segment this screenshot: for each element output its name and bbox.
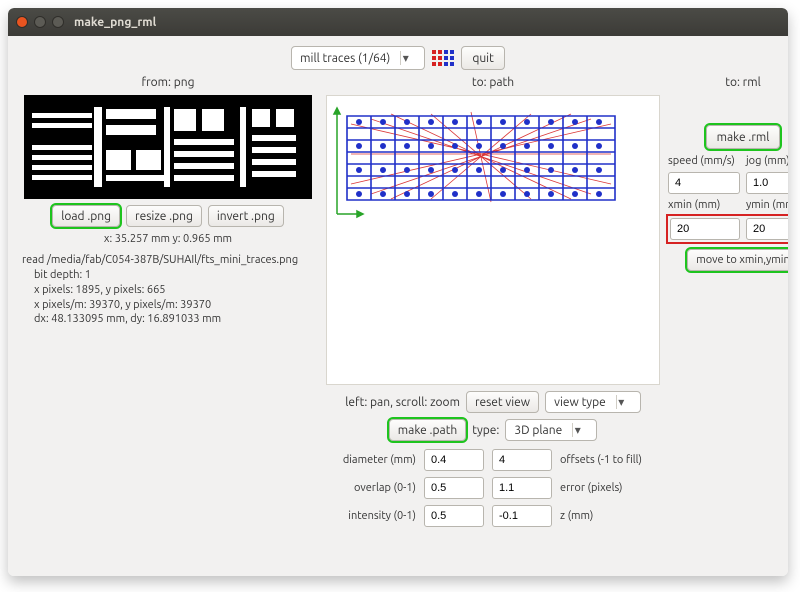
type-dropdown-value: 3D plane [514,424,572,437]
from-column: from: png [18,76,318,566]
file-info: read /media/fab/C054-387B/SUHAIl/fts_min… [18,253,298,327]
make-path-label: make .path [398,424,457,437]
load-png-label: load .png [61,210,111,223]
ymin-input[interactable] [746,218,788,240]
quit-button[interactable]: quit [461,46,505,70]
diameter-a-input[interactable] [424,449,484,471]
process-dropdown[interactable]: mill traces (1/64) ▾ [291,46,425,70]
rml-heading: to: rml [725,76,760,89]
close-icon[interactable] [16,16,28,28]
pan-hint: left: pan, scroll: zoom [345,396,460,409]
make-path-button[interactable]: make .path [389,419,466,441]
bit-depth: bit depth: 1 [22,268,298,283]
resize-png-label: resize .png [135,210,193,223]
chevron-down-icon: ▾ [616,395,636,409]
chevron-down-icon: ▾ [572,423,592,437]
intensity-label: intensity (0-1) [326,510,416,522]
from-heading: from: png [142,76,195,89]
make-rml-label: make .rml [717,131,770,144]
move-row: move to xmin,ymin [668,249,788,271]
diameter-b-input[interactable] [492,449,552,471]
content-area: mill traces (1/64) ▾ quit from: png [8,36,788,576]
xmin-input[interactable] [670,218,740,240]
columns: from: png [18,76,778,566]
z-label: z (mm) [560,510,660,522]
path-controls-row2: make .path type: 3D plane ▾ [389,419,597,441]
minimize-icon[interactable] [34,16,46,28]
jog-input[interactable] [746,172,788,194]
offsets-label: offsets (-1 to fill) [560,454,660,466]
rml-column: to: rml make .rml speed (mm/s) jog (mm) … [668,76,788,566]
path-controls-row1: left: pan, scroll: zoom reset view view … [345,391,640,413]
window-title: make_png_rml [74,16,156,29]
view-type-label: view type [554,396,616,409]
diameter-label: diameter (mm) [326,454,416,466]
jog-label: jog (mm) [746,155,788,167]
xmin-label: xmin (mm) [668,199,740,211]
invert-png-button[interactable]: invert .png [208,205,284,227]
pixels: x pixels: 1895, y pixels: 665 [22,283,298,298]
ppm: x pixels/m: 39370, y pixels/m: 39370 [22,298,298,313]
color-grid-icon[interactable] [431,46,455,70]
intensity-b-input[interactable] [492,505,552,527]
quit-button-label: quit [472,52,494,65]
make-rml-button[interactable]: make .rml [706,125,781,149]
path-preview[interactable] [326,95,660,385]
png-button-row: load .png resize .png invert .png [52,205,284,227]
read-line: read /media/fab/C054-387B/SUHAIl/fts_min… [22,254,298,266]
move-label: move to xmin,ymin [696,254,788,266]
type-label: type: [472,424,499,437]
speed-input[interactable] [668,172,740,194]
speed-label: speed (mm/s) [668,155,740,167]
reset-view-label: reset view [475,396,530,409]
top-toolbar: mill traces (1/64) ▾ quit [18,42,778,76]
overlap-label: overlap (0-1) [326,482,416,494]
move-to-xmin-ymin-button[interactable]: move to xmin,ymin [687,249,788,271]
app-window: make_png_rml mill traces (1/64) ▾ quit f… [8,8,788,576]
xmin-ymin-group [668,216,788,242]
chevron-down-icon: ▾ [400,51,420,65]
pcb-preview [24,95,312,199]
load-png-button[interactable]: load .png [52,205,120,227]
path-column: to: path [326,76,660,566]
ymin-label: ymin (mm) [746,199,788,211]
titlebar: make_png_rml [8,8,788,36]
process-dropdown-value: mill traces (1/64) [300,52,400,65]
resize-png-button[interactable]: resize .png [126,205,202,227]
intensity-a-input[interactable] [424,505,484,527]
invert-png-label: invert .png [217,210,275,223]
error-label: error (pixels) [560,482,660,494]
view-type-dropdown[interactable]: view type ▾ [545,391,641,413]
window-buttons [16,16,64,28]
rml-grid: speed (mm/s) jog (mm) xmin (mm) ymin (mm… [668,155,788,271]
param-grid: diameter (mm) offsets (-1 to fill) overl… [326,449,660,527]
dxy: dx: 48.133095 mm, dy: 16.891033 mm [22,312,298,327]
path-heading: to: path [472,76,514,89]
overlap-a-input[interactable] [424,477,484,499]
reset-view-button[interactable]: reset view [466,391,539,413]
overlap-b-input[interactable] [492,477,552,499]
maximize-icon[interactable] [52,16,64,28]
type-dropdown[interactable]: 3D plane ▾ [505,419,597,441]
cursor-readout: x: 35.257 mm y: 0.965 mm [104,233,232,245]
